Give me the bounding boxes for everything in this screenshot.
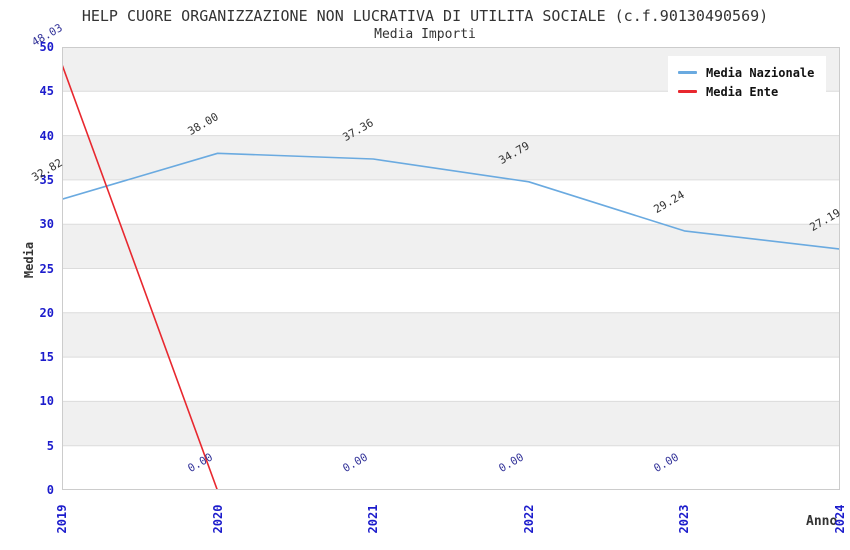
plot-band xyxy=(62,224,840,269)
plot-area xyxy=(62,47,840,490)
plot-band xyxy=(62,179,840,225)
y-tick-label: 5 xyxy=(46,438,54,453)
legend-item-media-nazionale: Media Nazionale xyxy=(678,63,814,82)
plot-canvas xyxy=(62,47,840,490)
chart-subtitle: Media Importi xyxy=(374,27,476,42)
x-tick-label: 2020 xyxy=(210,504,225,534)
y-tick-label: 35 xyxy=(39,172,54,187)
x-tick-label: 2022 xyxy=(521,504,536,534)
y-tick-label: 10 xyxy=(39,394,54,409)
x-tick-label: 2021 xyxy=(366,504,381,534)
legend-item-media-ente: Media Ente xyxy=(678,82,814,101)
plot-band xyxy=(62,312,840,358)
plot-band xyxy=(62,135,840,180)
plot-band xyxy=(62,357,840,402)
y-tick-label: 40 xyxy=(39,128,54,143)
line-swatch-icon xyxy=(678,90,697,93)
x-axis-title: Anno xyxy=(806,514,838,529)
y-tick-label: 0 xyxy=(46,483,54,497)
series-line-media-nazionale xyxy=(62,152,840,250)
plot-band xyxy=(62,268,840,313)
y-tick-label: 20 xyxy=(39,305,54,320)
plot-band xyxy=(62,401,840,446)
legend-label: Media Nazionale xyxy=(706,65,815,80)
x-tick-label: 2023 xyxy=(677,504,692,534)
chart-title: HELP CUORE ORGANIZZAZIONE NON LUCRATIVA … xyxy=(81,7,769,25)
line-swatch-icon xyxy=(678,71,697,74)
y-tick-label: 45 xyxy=(39,84,54,99)
y-tick-label: 30 xyxy=(39,217,54,232)
x-tick-label: 2019 xyxy=(55,504,69,534)
series-line-media-ente xyxy=(62,64,685,490)
legend: Media Nazionale Media Ente xyxy=(668,56,827,108)
y-tick-label: 25 xyxy=(39,261,54,276)
y-tick-label: 15 xyxy=(39,350,54,365)
legend-label: Media Ente xyxy=(706,84,779,99)
plot-band xyxy=(62,445,840,490)
x-tick-label: 2024 xyxy=(833,504,847,534)
y-tick-label: 50 xyxy=(39,40,54,54)
plot-border xyxy=(62,47,840,490)
